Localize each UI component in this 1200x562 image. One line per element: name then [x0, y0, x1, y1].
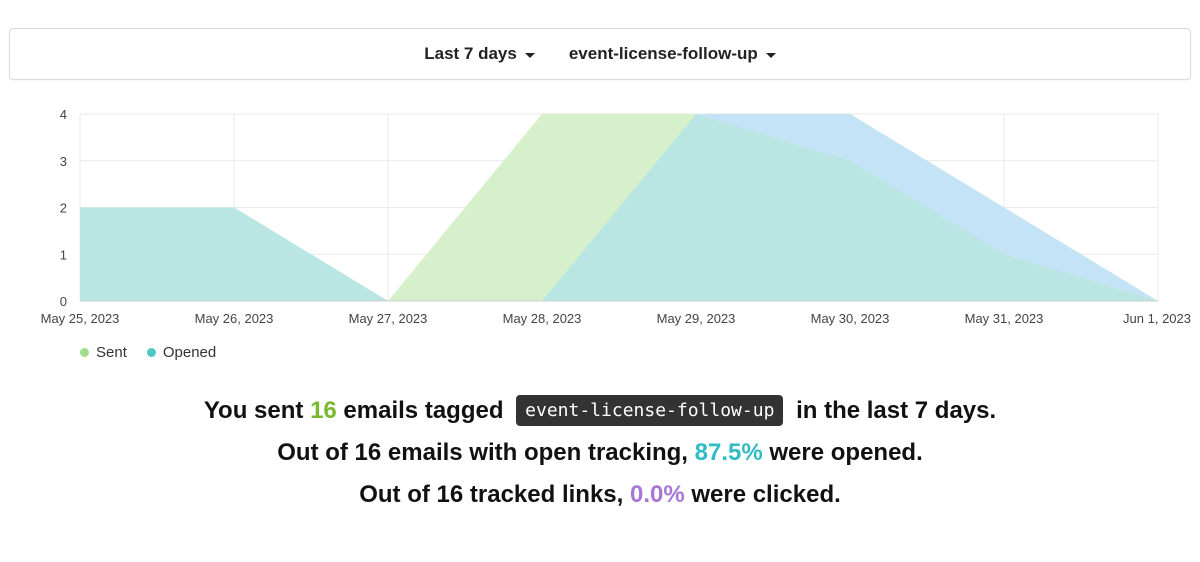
y-tick-label: 0 — [60, 294, 67, 309]
summary-text: Out of 16 tracked links, — [359, 481, 630, 508]
x-tick-label: May 29, 2023 — [657, 311, 736, 326]
date-range-label: Last 7 days — [424, 44, 517, 63]
date-range-dropdown[interactable]: Last 7 days — [424, 44, 535, 64]
x-tick-label: Jun 1, 2023 — [1123, 311, 1191, 326]
sent-dot-icon — [80, 348, 89, 357]
legend-label-sent: Sent — [96, 344, 127, 361]
summary-text: emails tagged — [336, 397, 511, 424]
legend-label-opened: Opened — [162, 344, 217, 361]
x-tick-label: May 27, 2023 — [349, 311, 428, 326]
summary-text: were clicked. — [684, 481, 841, 508]
opened-dot-icon — [146, 348, 156, 357]
x-tick-label: May 30, 2023 — [811, 311, 890, 326]
tag-dropdown[interactable]: event-license-follow-up — [569, 44, 776, 64]
tag-label: event-license-follow-up — [568, 44, 758, 63]
click-rate: 0.0% — [629, 481, 685, 508]
summary: You sent 16 emails tagged event-license-… — [0, 390, 1200, 516]
y-tick-label: 4 — [60, 107, 67, 122]
x-tick-label: May 26, 2023 — [195, 311, 274, 326]
legend-item-opened[interactable]: Opened — [146, 344, 217, 361]
y-tick-label: 1 — [60, 247, 67, 262]
legend-item-sent[interactable]: Sent — [80, 344, 127, 361]
summary-text: Out of 16 emails with open tracking, — [277, 439, 695, 466]
filter-bar: Last 7 days event-license-follow-up — [9, 28, 1191, 80]
summary-text: in the last 7 days. — [789, 397, 997, 424]
overlap-area — [696, 114, 1158, 301]
summary-line-sent: You sent 16 emails tagged event-license-… — [0, 390, 1200, 432]
caret-down-icon — [765, 52, 776, 58]
x-tick-label: May 28, 2023 — [503, 311, 582, 326]
y-tick-label: 2 — [60, 201, 67, 216]
sent-count: 16 — [310, 397, 337, 424]
summary-text: You sent — [203, 397, 311, 424]
opened-area — [80, 114, 1158, 301]
email-activity-chart: 0 1 2 3 4 May 25, 2023 May 26, 2023 May 27, 202… — [41, 107, 1191, 326]
caret-down-icon — [524, 52, 535, 58]
summary-text: were opened. — [762, 439, 923, 466]
chart-legend: Sent Opened — [80, 344, 216, 361]
open-rate: 87.5% — [694, 439, 763, 466]
x-tick-label: May 31, 2023 — [965, 311, 1044, 326]
summary-line-clicked: Out of 16 tracked links, 0.0% were click… — [0, 474, 1200, 516]
x-tick-label: May 25, 2023 — [41, 311, 120, 326]
summary-line-opened: Out of 16 emails with open tracking, 87.… — [0, 432, 1200, 474]
y-tick-label: 3 — [60, 154, 67, 169]
tag-code: event-license-follow-up — [516, 395, 784, 426]
